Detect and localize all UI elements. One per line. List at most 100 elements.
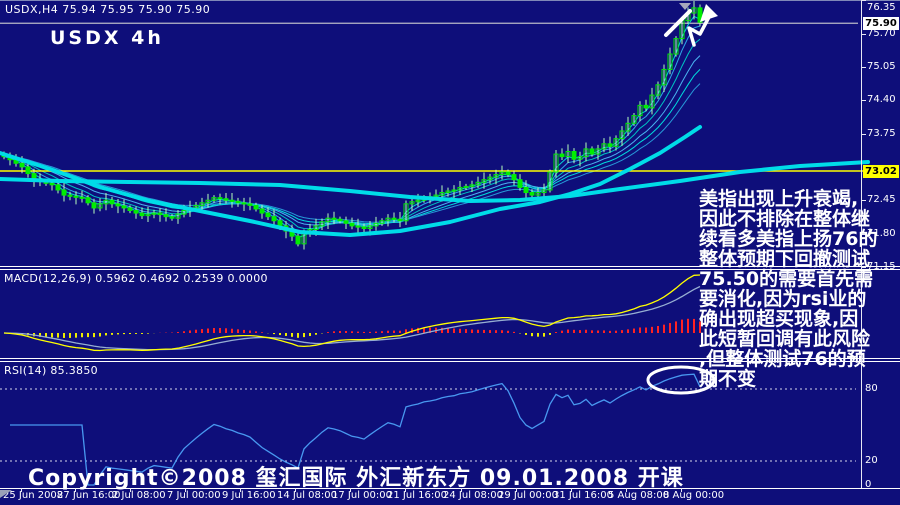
date-axis-label: 31 Jul 16:00 <box>553 490 613 501</box>
candle-body <box>517 179 523 188</box>
price-axis-label: 72.45 <box>867 194 896 206</box>
date-axis-label: 2 Jul 08:00 <box>112 490 166 501</box>
candle-body <box>637 104 643 117</box>
annotation-line: 美指出现上升衰竭, <box>699 188 859 210</box>
scroll-corner-marker <box>0 490 12 498</box>
candle-body <box>295 235 301 245</box>
rsi-pane[interactable] <box>0 362 900 488</box>
candle-body <box>361 226 367 229</box>
candle-body <box>265 212 271 218</box>
candle-body <box>397 218 403 222</box>
thick-ma-line <box>0 125 702 237</box>
candle-body <box>259 208 265 214</box>
candle-body <box>415 199 421 203</box>
candle-body <box>241 202 247 205</box>
date-axis-label: 9 Jul 16:00 <box>222 490 276 501</box>
candle-body <box>19 162 25 168</box>
candle-body <box>409 201 415 205</box>
rsi-level-label: 0 <box>865 479 872 490</box>
annotation-line: 要消化,因为rsi业的 <box>699 288 867 310</box>
candle-body <box>631 115 637 124</box>
candle-body <box>229 199 235 202</box>
candle-body <box>661 68 667 86</box>
candle-body <box>271 216 277 222</box>
candle-body <box>169 216 175 219</box>
time-axis-tick <box>21 488 22 492</box>
time-axis-tick <box>350 488 351 492</box>
candle-body <box>433 194 439 198</box>
annotation-line: ,但整体测试76的预 <box>699 348 866 370</box>
price-axis-tick <box>861 66 866 68</box>
pane-separator[interactable] <box>0 266 900 267</box>
rsi-indicator-label: RSI(14) 85.3850 <box>4 364 98 377</box>
time-axis-tick <box>130 488 131 492</box>
candle-body <box>127 207 133 212</box>
candle-body <box>145 213 151 217</box>
candle-body <box>97 203 103 209</box>
macd-indicator-label: MACD(12,26,9) 0.5962 0.4692 0.2539 0.000… <box>4 272 268 285</box>
candle-body <box>367 225 373 229</box>
candle-body <box>139 212 145 217</box>
date-axis-label: 8 Aug 00:00 <box>663 490 725 501</box>
pane-separator[interactable] <box>0 358 900 359</box>
candle-body <box>349 222 355 227</box>
current-price-badge: 75.90 <box>863 17 899 30</box>
candle-body <box>451 189 457 192</box>
main-chart-pane[interactable] <box>0 1 900 266</box>
candle-body <box>601 143 607 150</box>
candle-body <box>655 84 661 96</box>
candle-body <box>199 202 205 206</box>
time-axis-tick <box>681 488 682 492</box>
ma-fan-line <box>3 15 701 239</box>
time-axis-tick <box>516 488 517 492</box>
candle-body <box>505 171 511 176</box>
candle-body <box>649 94 655 109</box>
price-axis-label: 75.05 <box>867 60 896 72</box>
candle-body <box>205 199 211 204</box>
macd-pane[interactable] <box>0 270 900 358</box>
up-arrow-annotation <box>687 15 711 47</box>
candle-body <box>217 197 223 200</box>
pane-separator <box>0 269 900 270</box>
time-axis-tick <box>240 488 241 492</box>
candle-body <box>49 182 55 186</box>
candle-body <box>373 222 379 227</box>
candle-body <box>325 217 331 223</box>
candle-body <box>499 171 505 176</box>
date-axis-label: 27 Jun 16:00 <box>57 490 121 501</box>
candle-body <box>181 210 187 215</box>
candle-body <box>583 148 589 158</box>
candle-body <box>313 225 319 230</box>
price-axis-tick <box>861 266 866 268</box>
candle-body <box>157 212 163 216</box>
price-axis-tick <box>861 0 866 2</box>
time-axis-tick <box>626 488 627 492</box>
annotation-line: 因此不排除在整体继 <box>699 208 871 230</box>
candle-body <box>439 192 445 196</box>
time-axis-line <box>0 488 900 489</box>
price-axis-tick <box>861 133 866 135</box>
time-axis-tick <box>75 488 76 492</box>
pane-separator <box>0 361 900 362</box>
candle-body <box>73 195 79 198</box>
candle-body <box>469 184 475 187</box>
candle-body <box>85 197 91 204</box>
annotation-line: 确出现超买现象,因 <box>699 308 859 330</box>
candle-body <box>337 218 343 222</box>
candle-body <box>277 220 283 227</box>
candle-body <box>571 151 577 160</box>
period-marker-icon <box>679 3 691 10</box>
annotation-line: 此短暂回调有此风险 <box>699 328 871 350</box>
candle-body <box>577 156 583 160</box>
candle-body <box>565 151 571 158</box>
thick-ma-line <box>0 160 870 203</box>
annotation-line: 整体预期下回撤测试 <box>699 248 871 270</box>
time-axis-tick <box>185 488 186 492</box>
price-axis-tick <box>861 200 866 202</box>
price-axis-label: 71.80 <box>867 227 896 239</box>
candle-body <box>235 200 241 204</box>
candle-body <box>667 53 673 70</box>
annotation-line: 续看多美指上扬76的 <box>699 228 878 250</box>
date-axis-label: 7 Jul 00:00 <box>167 490 221 501</box>
candle-body <box>331 217 337 220</box>
